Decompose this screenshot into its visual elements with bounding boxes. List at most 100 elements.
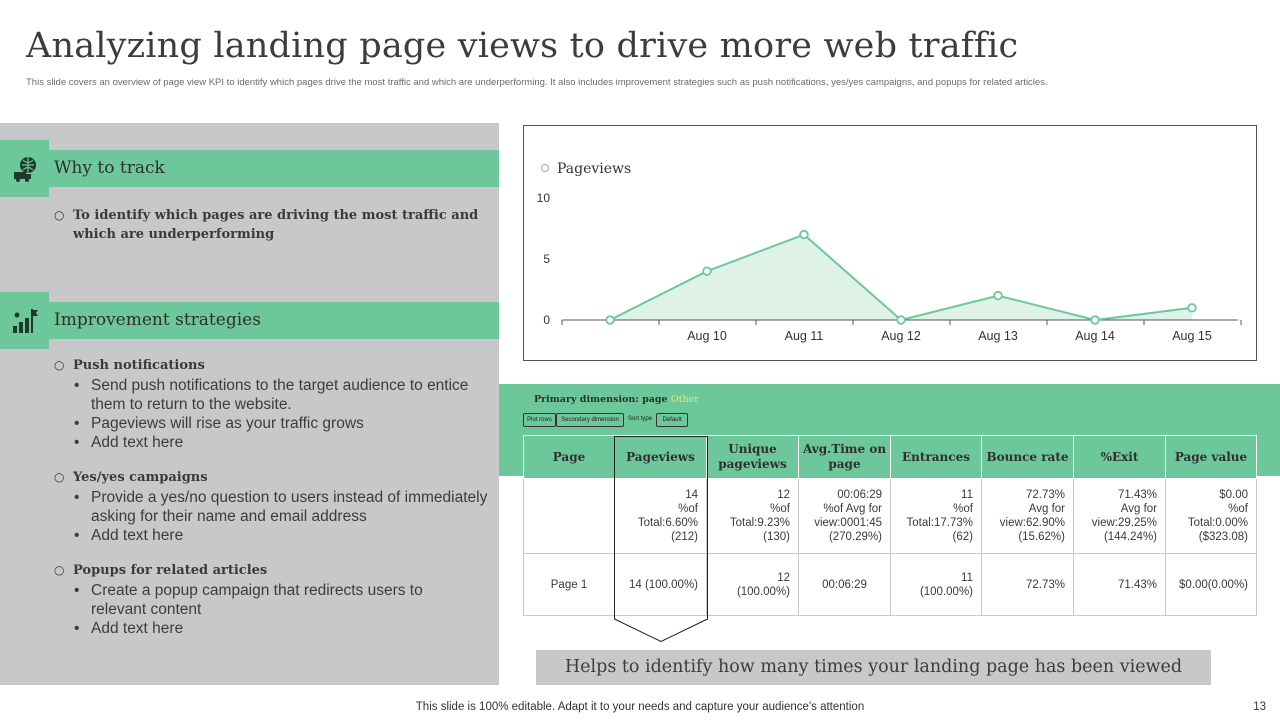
cell-line: (100.00%): [919, 585, 973, 598]
cell-line: ($323.08): [1198, 531, 1248, 543]
cell-line: Avg for: [1120, 503, 1157, 515]
y-tick-label: 10: [537, 191, 551, 205]
table-cell: 12 (100.00%): [706, 553, 799, 616]
cell-line: (212): [671, 531, 698, 543]
col-header-page[interactable]: Page: [523, 435, 615, 479]
cell-line: $0.00(0.00%): [1178, 578, 1248, 591]
table-cell: 12 %of Total:9.23% (130): [706, 478, 799, 554]
table-header-row: Page Pageviews Unique pageviews Avg.Time…: [523, 435, 1257, 479]
yesyes-heading: Yes/yes campaigns: [54, 470, 208, 485]
cell-line: view:62.90%: [999, 517, 1065, 529]
cell-line: %of: [770, 503, 790, 515]
why-track-band: Why to track: [0, 140, 499, 197]
cell-line: view:29.25%: [1091, 517, 1157, 529]
cell-line: 72.73%: [1025, 578, 1065, 591]
col-header-bounce-rate[interactable]: Bounce rate: [981, 435, 1074, 479]
cell-line: Total:6.60%: [637, 517, 698, 529]
page-number: 13: [1253, 701, 1266, 713]
table-cell: 14 (100.00%): [614, 553, 707, 616]
col-header-unique-pageviews[interactable]: Unique pageviews: [706, 435, 799, 479]
cell-line: 14 (100.00%): [628, 578, 698, 591]
cell-line: 72.73%: [1025, 489, 1065, 501]
slide-title: Analyzing landing page views to drive mo…: [26, 26, 1019, 66]
cell-line: 11: [961, 489, 973, 501]
cell-line: Total:17.73%: [906, 517, 974, 529]
dimension-other-link[interactable]: Other: [670, 394, 699, 405]
cell-line: (144.24%): [1103, 531, 1157, 543]
cell-line: %of: [1228, 503, 1248, 515]
data-point: [1090, 315, 1100, 325]
list-item: Send push notifications to the target au…: [73, 376, 488, 414]
table-row-totals: 14 %of Total:6.60% (212) 12 %of Total:9.23% (13…: [523, 478, 1257, 554]
col-header-exit[interactable]: %Exit: [1073, 435, 1166, 479]
cell-line: %of Avg for: [823, 503, 882, 515]
table-cell: 72.73%: [981, 553, 1074, 616]
cell-line: (130): [763, 531, 790, 543]
cell-line: 00:06:29: [822, 578, 867, 591]
list-item: Add text here: [73, 433, 488, 452]
cell-line: 11: [961, 571, 973, 584]
table-cell: 00:06:29 %of Avg for view:0001:45 (270.29%): [798, 478, 891, 554]
x-tick-label: Aug 10: [687, 329, 727, 343]
cell-line: $0.00: [1219, 489, 1248, 501]
x-tick-label: Aug 12: [881, 329, 921, 343]
col-header-entrances[interactable]: Entrances: [890, 435, 982, 479]
primary-dimension-label: Primary dimension: page Other: [534, 394, 699, 405]
push-heading: Push notifications: [54, 358, 205, 373]
table-cell: Page 1: [523, 553, 615, 616]
x-tick-label: Aug 11: [785, 329, 824, 343]
y-tick-label: 5: [543, 252, 550, 266]
y-tick-label: 0: [543, 313, 550, 327]
table-cell: 14 %of Total:6.60% (212): [614, 478, 707, 554]
area-fill: [610, 234, 1192, 320]
cell-line: (270.29%): [828, 531, 882, 543]
cell-line: 12: [777, 571, 790, 584]
chart-svg: Pageviews 0 5 10 Aug 10 Aug 11 Aug 12 Aug 13 Aug…: [537, 161, 1242, 343]
list-item: Provide a yes/no question to users inste…: [73, 488, 488, 526]
secondary-dimension-button[interactable]: Secondary dimension: [556, 413, 624, 427]
table-cell: $0.00 %of Total:0.00% ($323.08): [1165, 478, 1257, 554]
x-tick-label: Aug 13: [978, 329, 1018, 343]
popups-list: Create a popup campaign that redirects u…: [73, 581, 473, 638]
pageviews-chart: Pageviews 0 5 10 Aug 10 Aug 11 Aug 12 Aug 13 Aug…: [523, 125, 1257, 361]
col-header-page-value[interactable]: Page value: [1165, 435, 1257, 479]
x-tick-label: Aug 14: [1075, 329, 1115, 343]
cell-line: (62): [952, 531, 973, 543]
footer-text: This slide is 100% editable. Adapt it to…: [415, 701, 865, 713]
popups-heading: Popups for related articles: [54, 563, 267, 578]
table-cell: 00:06:29: [798, 553, 891, 616]
data-point: [896, 315, 906, 325]
plot-rows-button[interactable]: Plot rows: [523, 413, 556, 427]
col-header-avg-time[interactable]: Avg.Time on page: [798, 435, 891, 479]
list-item: Pageviews will rise as your traffic grow…: [73, 414, 488, 433]
table-cell: 11 (100.00%): [890, 553, 982, 616]
improvement-title: Improvement strategies: [54, 310, 261, 330]
data-table: Page Pageviews Unique pageviews Avg.Time…: [523, 435, 1257, 616]
cell-line: 71.43%: [1117, 578, 1157, 591]
data-point: [605, 315, 615, 325]
push-list: Send push notifications to the target au…: [73, 376, 488, 452]
growth-flag-icon: [0, 292, 49, 349]
data-point: [702, 266, 712, 276]
table-cell: $0.00(0.00%): [1165, 553, 1257, 616]
cell-line: 71.43%: [1117, 489, 1157, 501]
why-track-title: Why to track: [54, 158, 165, 178]
improvement-band: Improvement strategies: [0, 292, 499, 349]
x-tick-label: Aug 15: [1172, 329, 1212, 343]
legend-marker: [540, 163, 550, 173]
cell-line: %of: [953, 503, 973, 515]
default-button[interactable]: Default: [656, 413, 688, 427]
table-row[interactable]: Page 1 14 (100.00%) 12 (100.00%) 00:06:29 11(…: [523, 553, 1257, 616]
cell-line: Total:9.23%: [729, 517, 790, 529]
list-item: Add text here: [73, 526, 488, 545]
dimension-text: Primary dimension: page: [534, 394, 668, 405]
callout-box: Helps to identify how many times your la…: [536, 650, 1211, 685]
slide-subtitle: This slide covers an overview of page vi…: [26, 77, 1048, 88]
data-point: [993, 290, 1003, 301]
table-cell: 72.73% Avg for view:62.90% (15.62%): [981, 478, 1074, 554]
globe-truck-icon: [0, 140, 49, 197]
why-text-line2: which are underperforming: [73, 227, 275, 242]
data-point: [1187, 303, 1197, 313]
left-panel: Why to track To identify which pages are…: [0, 123, 499, 685]
yesyes-list: Provide a yes/no question to users inste…: [73, 488, 488, 545]
